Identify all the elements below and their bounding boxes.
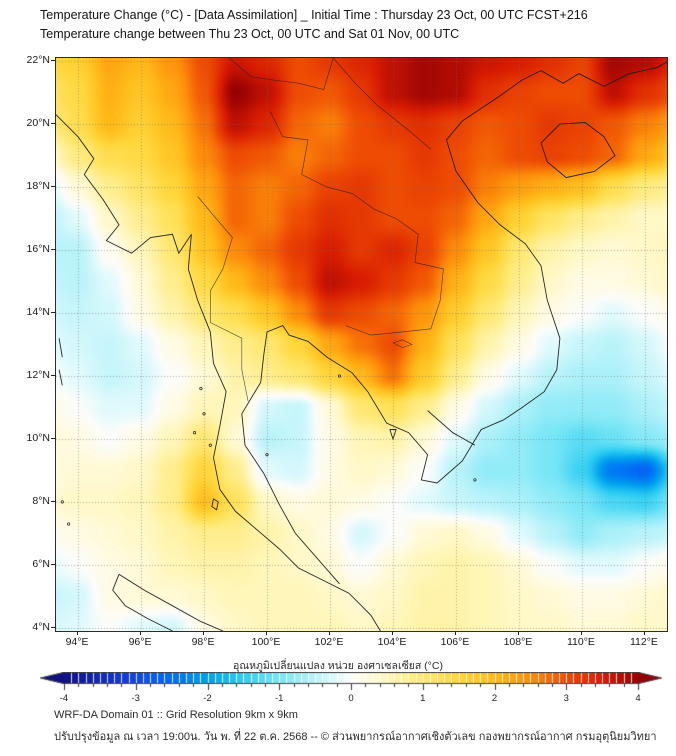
x-tick-mark [329,631,330,635]
x-tick-mark [454,631,456,635]
colorbar-tick-label: 4 [635,693,641,704]
x-tick-label: 98°E [191,636,215,648]
y-tick-label: 4°N [32,620,50,633]
map-frame [55,57,668,632]
x-tick-label: 104°E [377,636,407,648]
y-tick-mark [51,500,55,502]
y-tick-mark [51,374,55,376]
colorbar-tick-label: -3 [131,693,140,704]
y-tick-mark [51,186,55,188]
y-tick-label: 14°N [26,306,50,319]
y-tick-mark [51,626,55,628]
x-tick-mark [203,631,205,635]
y-tick-mark [51,123,55,125]
x-tick-label: 100°E [251,636,281,648]
y-tick-mark [51,60,55,62]
x-tick-mark [643,631,645,635]
y-tick-label: 18°N [26,180,50,193]
y-tick-mark [51,437,55,439]
y-tick-label: 12°N [26,368,50,381]
x-tick-mark [77,631,79,635]
temperature-heatmap-canvas [56,58,667,631]
x-tick-mark [517,631,519,635]
x-tick-label: 102°E [314,636,344,648]
colorbar-tick-label: 3 [563,693,569,704]
map-title-line2: Temperature change between Thu 23 Oct, 0… [40,27,460,41]
y-tick-mark [51,563,55,565]
y-tick-label: 10°N [26,431,50,444]
y-tick-label: 8°N [32,494,50,507]
colorbar-tick-label: -2 [203,693,212,704]
y-tick-label: 20°N [26,117,50,130]
map-title-line1: Temperature Change (°C) - [Data Assimila… [40,8,588,22]
x-tick-label: 96°E [128,636,152,648]
y-tick-mark [51,249,55,251]
y-tick-label: 22°N [26,54,50,67]
colorbar [40,672,662,692]
x-tick-label: 108°E [503,636,533,648]
x-tick-mark [140,631,142,635]
y-tick-label: 6°N [32,557,50,570]
x-tick-label: 94°E [65,636,89,648]
x-tick-label: 110°E [566,636,595,648]
y-tick-mark [51,312,55,314]
footer-line1: WRF-DA Domain 01 :: Grid Resolution 9km … [54,709,298,721]
x-tick-mark [580,631,582,635]
x-tick-label: 112°E [629,636,658,648]
x-tick-mark [266,631,267,635]
footer-line2: ปรับปรุงข้อมูล ณ เวลา 19:00น. วัน พ. ที่… [54,731,657,743]
x-tick-label: 106°E [440,636,470,648]
colorbar-tick-label: 0 [348,693,354,704]
colorbar-tick-label: 1 [420,693,426,704]
colorbar-tick-label: 2 [491,693,498,704]
colorbar-label: อุณหภูมิเปลี่ยนแปลง หน่วย องศาเซลเซียส (… [233,660,443,672]
x-tick-mark [391,631,393,635]
y-tick-label: 16°N [26,243,50,256]
colorbar-tick-label: -1 [275,693,284,704]
colorbar-tick-label: -4 [59,693,69,704]
